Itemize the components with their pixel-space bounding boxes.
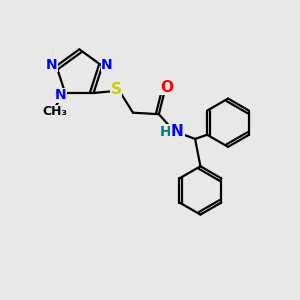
Text: N: N <box>46 58 58 71</box>
Text: CH₃: CH₃ <box>42 105 67 118</box>
Text: N: N <box>101 58 113 71</box>
Text: H: H <box>160 125 172 139</box>
Text: S: S <box>111 82 122 97</box>
Text: O: O <box>160 80 173 94</box>
Text: N: N <box>171 124 184 139</box>
Text: N: N <box>55 88 67 102</box>
